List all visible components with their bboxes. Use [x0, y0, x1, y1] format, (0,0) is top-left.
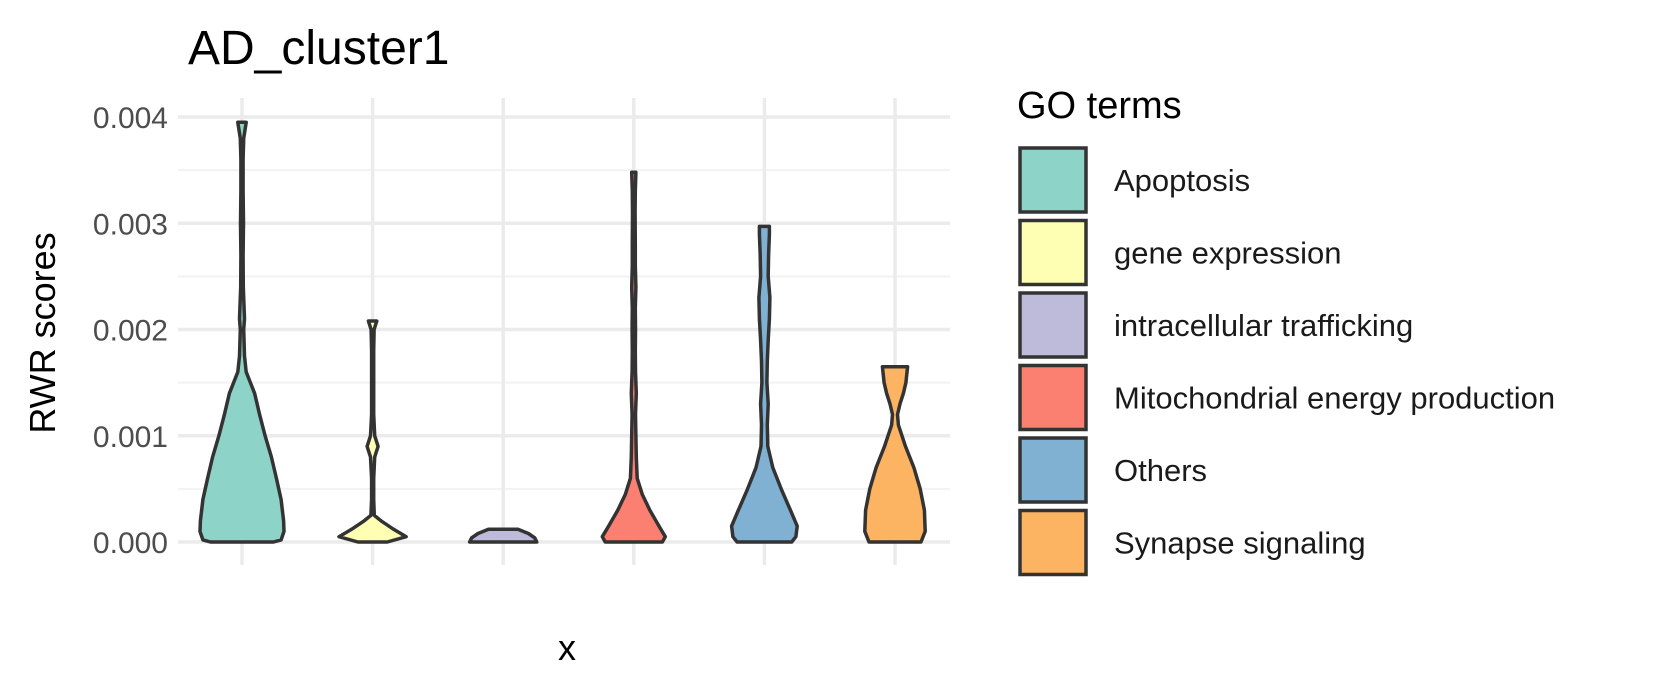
y-axis-label: RWR scores — [22, 232, 63, 433]
legend-label: Synapse signaling — [1114, 526, 1366, 561]
legend-label: gene expression — [1114, 236, 1342, 271]
legend-swatch — [1018, 508, 1088, 577]
legend-swatch — [1018, 291, 1088, 359]
y-tick-label: 0.004 — [93, 102, 168, 135]
grid — [178, 98, 950, 565]
violin-gene-expression — [337, 319, 408, 544]
legend-swatch — [1018, 436, 1088, 504]
x-axis-label: x — [558, 627, 576, 668]
chart-title: AD_cluster1 — [188, 22, 449, 75]
violin-synapse-signaling — [863, 364, 927, 544]
y-tick-label: 0.003 — [93, 208, 168, 241]
y-tick-label: 0.000 — [93, 527, 168, 560]
violins — [198, 120, 927, 544]
violin-mitochondrial-energy-production — [600, 170, 668, 544]
legend-swatch — [1018, 218, 1088, 287]
legend-label: intracellular trafficking — [1114, 308, 1413, 343]
legend-label: Apoptosis — [1114, 163, 1250, 198]
legend-swatch — [1018, 363, 1088, 432]
legend-swatch — [1018, 146, 1088, 214]
y-tick-label: 0.002 — [93, 315, 168, 348]
violin-apoptosis — [198, 120, 286, 544]
violin-others — [729, 224, 799, 544]
y-tick-label: 0.001 — [93, 421, 168, 454]
legend: GO terms Apoptosis gene expression intrace… — [1017, 85, 1555, 577]
legend-title: GO terms — [1017, 85, 1182, 127]
legend-label: Mitochondrial energy production — [1114, 381, 1555, 416]
y-axis-ticks: 0.000 0.001 0.002 0.003 0.004 — [93, 102, 168, 560]
legend-label: Others — [1114, 453, 1207, 488]
violin-intracellular-trafficking — [467, 527, 539, 544]
